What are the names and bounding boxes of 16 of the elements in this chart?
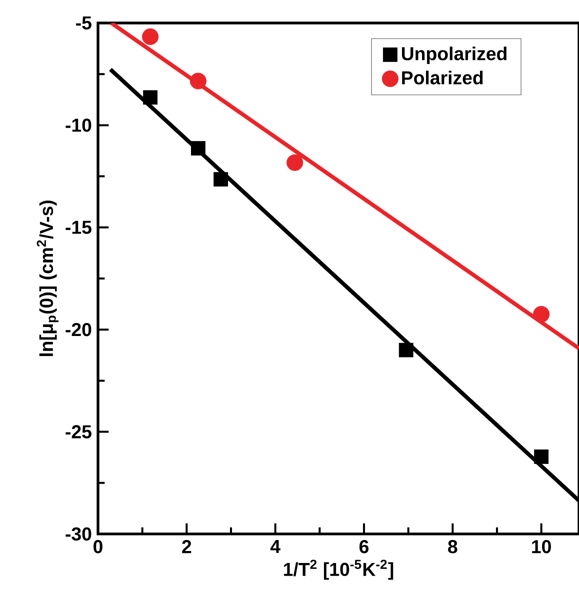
y-tick-label: -20: [66, 322, 92, 336]
x-tick-label: 6: [359, 540, 369, 554]
y-tick-label: -10: [66, 118, 92, 132]
y-axis-title: ln[μ$_{p}$(0)] (cm$^{2}$/V-s): [36, 200, 58, 356]
y-tick-label: -30: [66, 527, 92, 541]
x-axis-title: 1/T$^{2}$ [10$^{-5}$K$^{-2}$]: [284, 560, 394, 580]
x-tick-label: 2: [182, 540, 192, 554]
y-tick-label: -15: [66, 220, 92, 234]
legend-label: Polarized: [402, 70, 483, 84]
legend-label: Unpolarized: [402, 46, 506, 64]
y-tick-label: -5: [76, 16, 92, 30]
x-tick-label: 4: [270, 540, 280, 553]
x-tick-label: 0: [94, 540, 102, 554]
x-tick-label: 8: [448, 540, 458, 554]
y-tick-label: -25: [66, 425, 92, 438]
x-tick-label: 10: [532, 540, 551, 554]
